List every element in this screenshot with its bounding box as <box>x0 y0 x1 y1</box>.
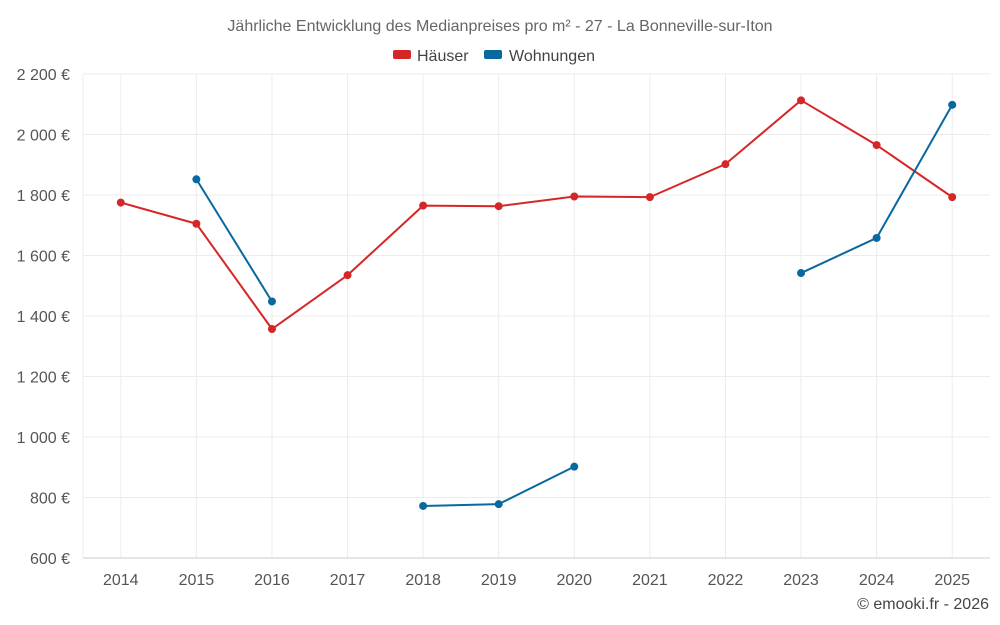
data-point-haeuser-2022[interactable] <box>721 160 730 169</box>
data-point-haeuser-2018[interactable] <box>419 201 428 210</box>
chart-title: Jährliche Entwicklung des Medianpreises … <box>227 18 772 35</box>
data-point-haeuser-2016[interactable] <box>267 325 276 334</box>
data-point-wohnungen-2024[interactable] <box>872 233 881 242</box>
data-point-haeuser-2023[interactable] <box>797 96 806 105</box>
x-tick-label: 2021 <box>632 572 668 589</box>
legend-item-haeuser[interactable]: Häuser <box>393 48 469 65</box>
legend-swatch-wohnungen <box>484 50 502 59</box>
series-wohnungen <box>192 100 957 510</box>
gridlines <box>82 73 990 558</box>
series-line-wohnungen <box>195 178 273 303</box>
x-tick-label: 2016 <box>254 572 290 589</box>
x-tick-label: 2020 <box>556 572 592 589</box>
data-point-haeuser-2020[interactable] <box>570 192 579 201</box>
legend-item-wohnungen[interactable]: Wohnungen <box>484 48 595 65</box>
y-tick-label: 2 000 € <box>17 128 70 145</box>
legend-label-wohnungen: Wohnungen <box>509 48 595 65</box>
data-point-wohnungen-2023[interactable] <box>797 269 806 278</box>
x-tick-label: 2023 <box>783 572 819 589</box>
data-point-wohnungen-2015[interactable] <box>192 175 201 184</box>
x-tick-label: 2025 <box>934 572 970 589</box>
y-tick-label: 1 600 € <box>17 249 70 266</box>
y-tick-label: 2 200 € <box>17 67 70 84</box>
data-point-wohnungen-2025[interactable] <box>948 100 957 109</box>
x-tick-label: 2015 <box>179 572 215 589</box>
x-tick-label: 2024 <box>859 572 895 589</box>
data-point-haeuser-2017[interactable] <box>343 271 352 280</box>
y-tick-label: 800 € <box>30 491 70 508</box>
x-tick-label: 2014 <box>103 572 139 589</box>
data-point-haeuser-2014[interactable] <box>116 198 125 207</box>
x-tick-label: 2017 <box>330 572 366 589</box>
x-tick-label: 2018 <box>405 572 441 589</box>
data-point-haeuser-2015[interactable] <box>192 219 201 228</box>
x-tick-label: 2022 <box>708 572 744 589</box>
series-line-haeuser <box>120 99 953 331</box>
data-point-haeuser-2025[interactable] <box>948 193 957 202</box>
y-tick-label: 1 200 € <box>17 370 70 387</box>
legend-swatch-haeuser <box>393 50 411 59</box>
data-point-wohnungen-2019[interactable] <box>494 500 503 509</box>
y-axis: 600 € 800 € 1 000 € 1 200 € 1 400 € 1 600 € 1 … <box>17 67 70 568</box>
data-point-haeuser-2021[interactable] <box>645 193 654 202</box>
data-point-wohnungen-2018[interactable] <box>419 501 428 510</box>
legend: Häuser Wohnungen <box>393 48 595 65</box>
data-point-wohnungen-2016[interactable] <box>267 297 276 306</box>
y-tick-label: 1 400 € <box>17 309 70 326</box>
y-tick-label: 1 000 € <box>17 430 70 447</box>
data-point-wohnungen-2020[interactable] <box>570 462 579 471</box>
series-haeuser <box>116 96 957 334</box>
x-axis: 2014 2015 2016 2017 2018 2019 2020 2021 2022 2023… <box>83 557 990 589</box>
series <box>116 96 957 510</box>
y-tick-label: 1 800 € <box>17 188 70 205</box>
data-point-haeuser-2019[interactable] <box>494 202 503 211</box>
x-tick-label: 2019 <box>481 572 517 589</box>
data-point-haeuser-2024[interactable] <box>872 141 881 150</box>
chart-credit: © emooki.fr - 2026 <box>857 596 989 613</box>
legend-label-haeuser: Häuser <box>417 48 469 65</box>
y-tick-label: 600 € <box>30 551 70 568</box>
